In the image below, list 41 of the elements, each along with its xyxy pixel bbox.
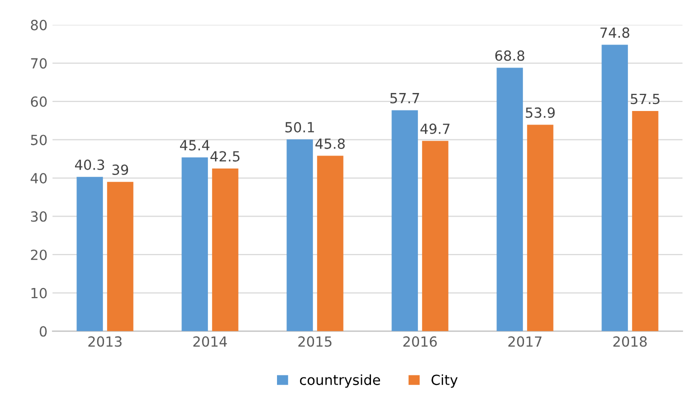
data-label: 57.7 [390,93,420,104]
x-tick-label: 2018 [613,336,647,347]
y-tick-label: 60 [30,96,47,107]
bar [632,111,658,332]
bar [527,124,554,332]
data-label: 68.8 [495,50,524,61]
bar [107,182,134,332]
bar [422,140,448,332]
y-tick-label: 70 [31,58,47,69]
x-tick-label: 2015 [298,336,332,347]
data-label: 42.5 [210,151,240,162]
data-label: 50.1 [285,122,314,132]
data-label: 57.5 [630,94,660,104]
bar [182,157,208,332]
data-label: 74.8 [600,27,630,38]
data-label: 45.8 [315,138,345,149]
bar [76,176,103,332]
y-tick-label: 80 [30,20,47,30]
bar [496,68,523,332]
bar [602,44,628,332]
bar [392,110,418,332]
bar [212,168,238,332]
data-label: 49.7 [420,124,450,134]
x-tick-label: 2014 [193,336,227,347]
legend-label: City [432,374,458,388]
y-tick-label: 30 [31,211,47,222]
y-tick-label: 40 [30,172,47,184]
data-label: 45.4 [180,140,210,150]
bar [286,139,313,332]
data-label: 39 [112,164,128,175]
x-tick-label: 2017 [508,336,542,347]
x-tick-label: 2013 [88,336,122,347]
legend-label: countryside [300,374,380,388]
y-tick-label: 0 [40,326,47,337]
x-tick-label: 2016 [403,336,437,347]
data-label: 53.9 [526,107,555,118]
y-tick-label: 50 [31,134,47,146]
y-tick-label: 10 [31,288,47,298]
data-label: 40.3 [74,160,104,170]
bar [317,156,344,332]
y-tick-label: 20 [30,250,47,260]
